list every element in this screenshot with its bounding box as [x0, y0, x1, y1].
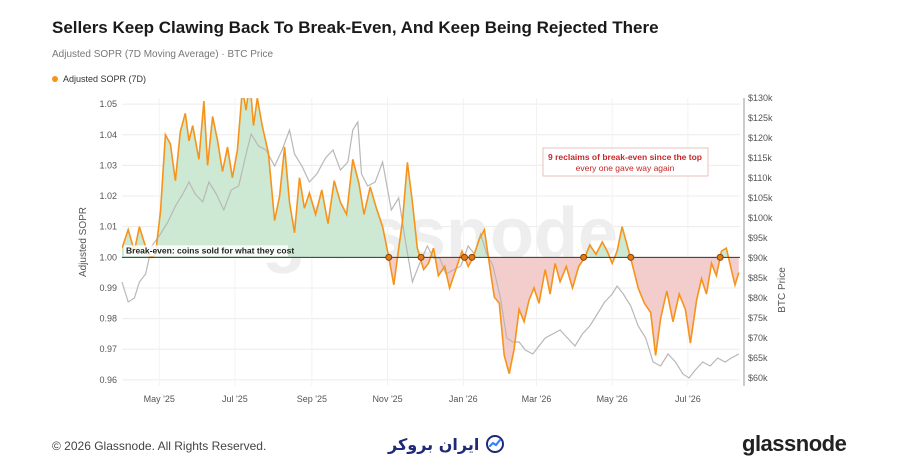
legend-swatch-sopr: [52, 76, 58, 82]
y2-tick-label: $70k: [748, 333, 768, 343]
annotation-text: every one gave way again: [576, 163, 675, 173]
break-even-label: Break-even: coins sold for what they cos…: [126, 245, 294, 255]
y-tick-label: 0.96: [99, 375, 117, 385]
break-even-label-bg: [124, 245, 288, 257]
y-tick-label: 1.04: [99, 130, 117, 140]
x-tick-label: Jan '26: [449, 394, 478, 404]
y-axis-title: Adjusted SOPR: [78, 207, 89, 277]
y2-axis-title: BTC Price: [777, 267, 788, 313]
area-below-break-even: [388, 257, 739, 374]
reclaim-marker: [417, 253, 425, 261]
chart-markers: [385, 253, 724, 261]
chart-areas: [122, 98, 739, 374]
footer-copyright: © 2026 Glassnode. All Rights Reserved.: [52, 439, 267, 453]
series-line-btc-price: [121, 120, 740, 379]
reclaim-marker: [580, 253, 588, 261]
y2-tick-label: $110k: [748, 173, 772, 183]
y2-tick-label: $60k: [748, 373, 768, 383]
x-tick-label: Sep '25: [297, 394, 327, 404]
x-tick-label: Nov '25: [372, 394, 402, 404]
page-subtitle: Adjusted SOPR (7D Moving Average) · BTC …: [52, 49, 274, 60]
annotation-box: [542, 147, 709, 177]
y2-tick-label: $65k: [748, 353, 768, 363]
reclaim-marker: [716, 253, 724, 261]
x-tick-label: May '25: [144, 394, 175, 404]
y-tick-label: 0.98: [99, 314, 117, 324]
x-tick-label: Jul '26: [675, 394, 701, 404]
series-line-sopr: [122, 98, 740, 374]
x-tick-label: May '26: [597, 394, 628, 404]
x-tick-label: Mar '26: [522, 394, 552, 404]
y-tick-label: 0.97: [99, 344, 117, 354]
y2-tick-label: $75k: [748, 313, 768, 323]
x-tick-label: Jul '25: [222, 394, 248, 404]
brand-logo[interactable]: ایران بروکر: [388, 434, 505, 454]
y-tick-label: 1.00: [99, 252, 117, 262]
legend[interactable]: Adjusted SOPR (7D): [52, 74, 146, 84]
y-tick-label: 1.05: [99, 99, 117, 109]
area-above-break-even: [122, 98, 739, 258]
y2-tick-label: $85k: [748, 273, 768, 283]
y2-tick-label: $95k: [748, 233, 768, 243]
chart-labels: Break-even: coins sold for what they cos…: [124, 147, 709, 257]
y2-tick-label: $120k: [748, 133, 773, 143]
legend-label-sopr: Adjusted SOPR (7D): [63, 74, 147, 84]
reclaim-marker: [468, 253, 476, 261]
page-title: Sellers Keep Clawing Back To Break-Even,…: [52, 18, 659, 37]
reclaim-marker: [385, 253, 393, 261]
chart-lines: [121, 98, 740, 379]
reclaim-marker: [627, 253, 635, 261]
y-tick-label: 1.03: [99, 160, 117, 170]
y2-tick-label: $115k: [748, 153, 772, 163]
y-tick-label: 1.01: [99, 222, 117, 232]
y2-tick-label: $90k: [748, 253, 768, 263]
chart-axes: 0.96 0.97 0.98 0.99 1.00 1.01 1.02 1.03 1.04 1.05…: [78, 93, 788, 404]
annotation-text: 9 reclaims of break-even since the top: [548, 152, 702, 162]
y2-tick-label: $125k: [748, 113, 773, 123]
y2-tick-label: $80k: [748, 293, 768, 303]
y-tick-label: 1.02: [99, 191, 117, 201]
reclaim-marker: [461, 253, 469, 261]
y2-tick-label: $100k: [748, 213, 773, 223]
y2-tick-label: $105k: [748, 193, 773, 203]
glassnode-logo[interactable]: glassnode: [742, 431, 847, 456]
brand-name: ایران بروکر: [388, 434, 480, 454]
y-tick-label: 0.99: [99, 283, 117, 293]
y2-tick-label: $130k: [748, 93, 773, 103]
chart-check-icon: [486, 435, 505, 453]
